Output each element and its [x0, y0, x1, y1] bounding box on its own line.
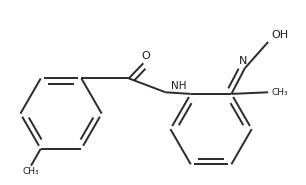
Text: CH₃: CH₃	[271, 88, 288, 97]
Text: NH: NH	[171, 81, 187, 91]
Text: OH: OH	[271, 30, 288, 40]
Text: N: N	[239, 56, 247, 66]
Text: O: O	[142, 51, 151, 61]
Text: CH₃: CH₃	[23, 167, 39, 176]
